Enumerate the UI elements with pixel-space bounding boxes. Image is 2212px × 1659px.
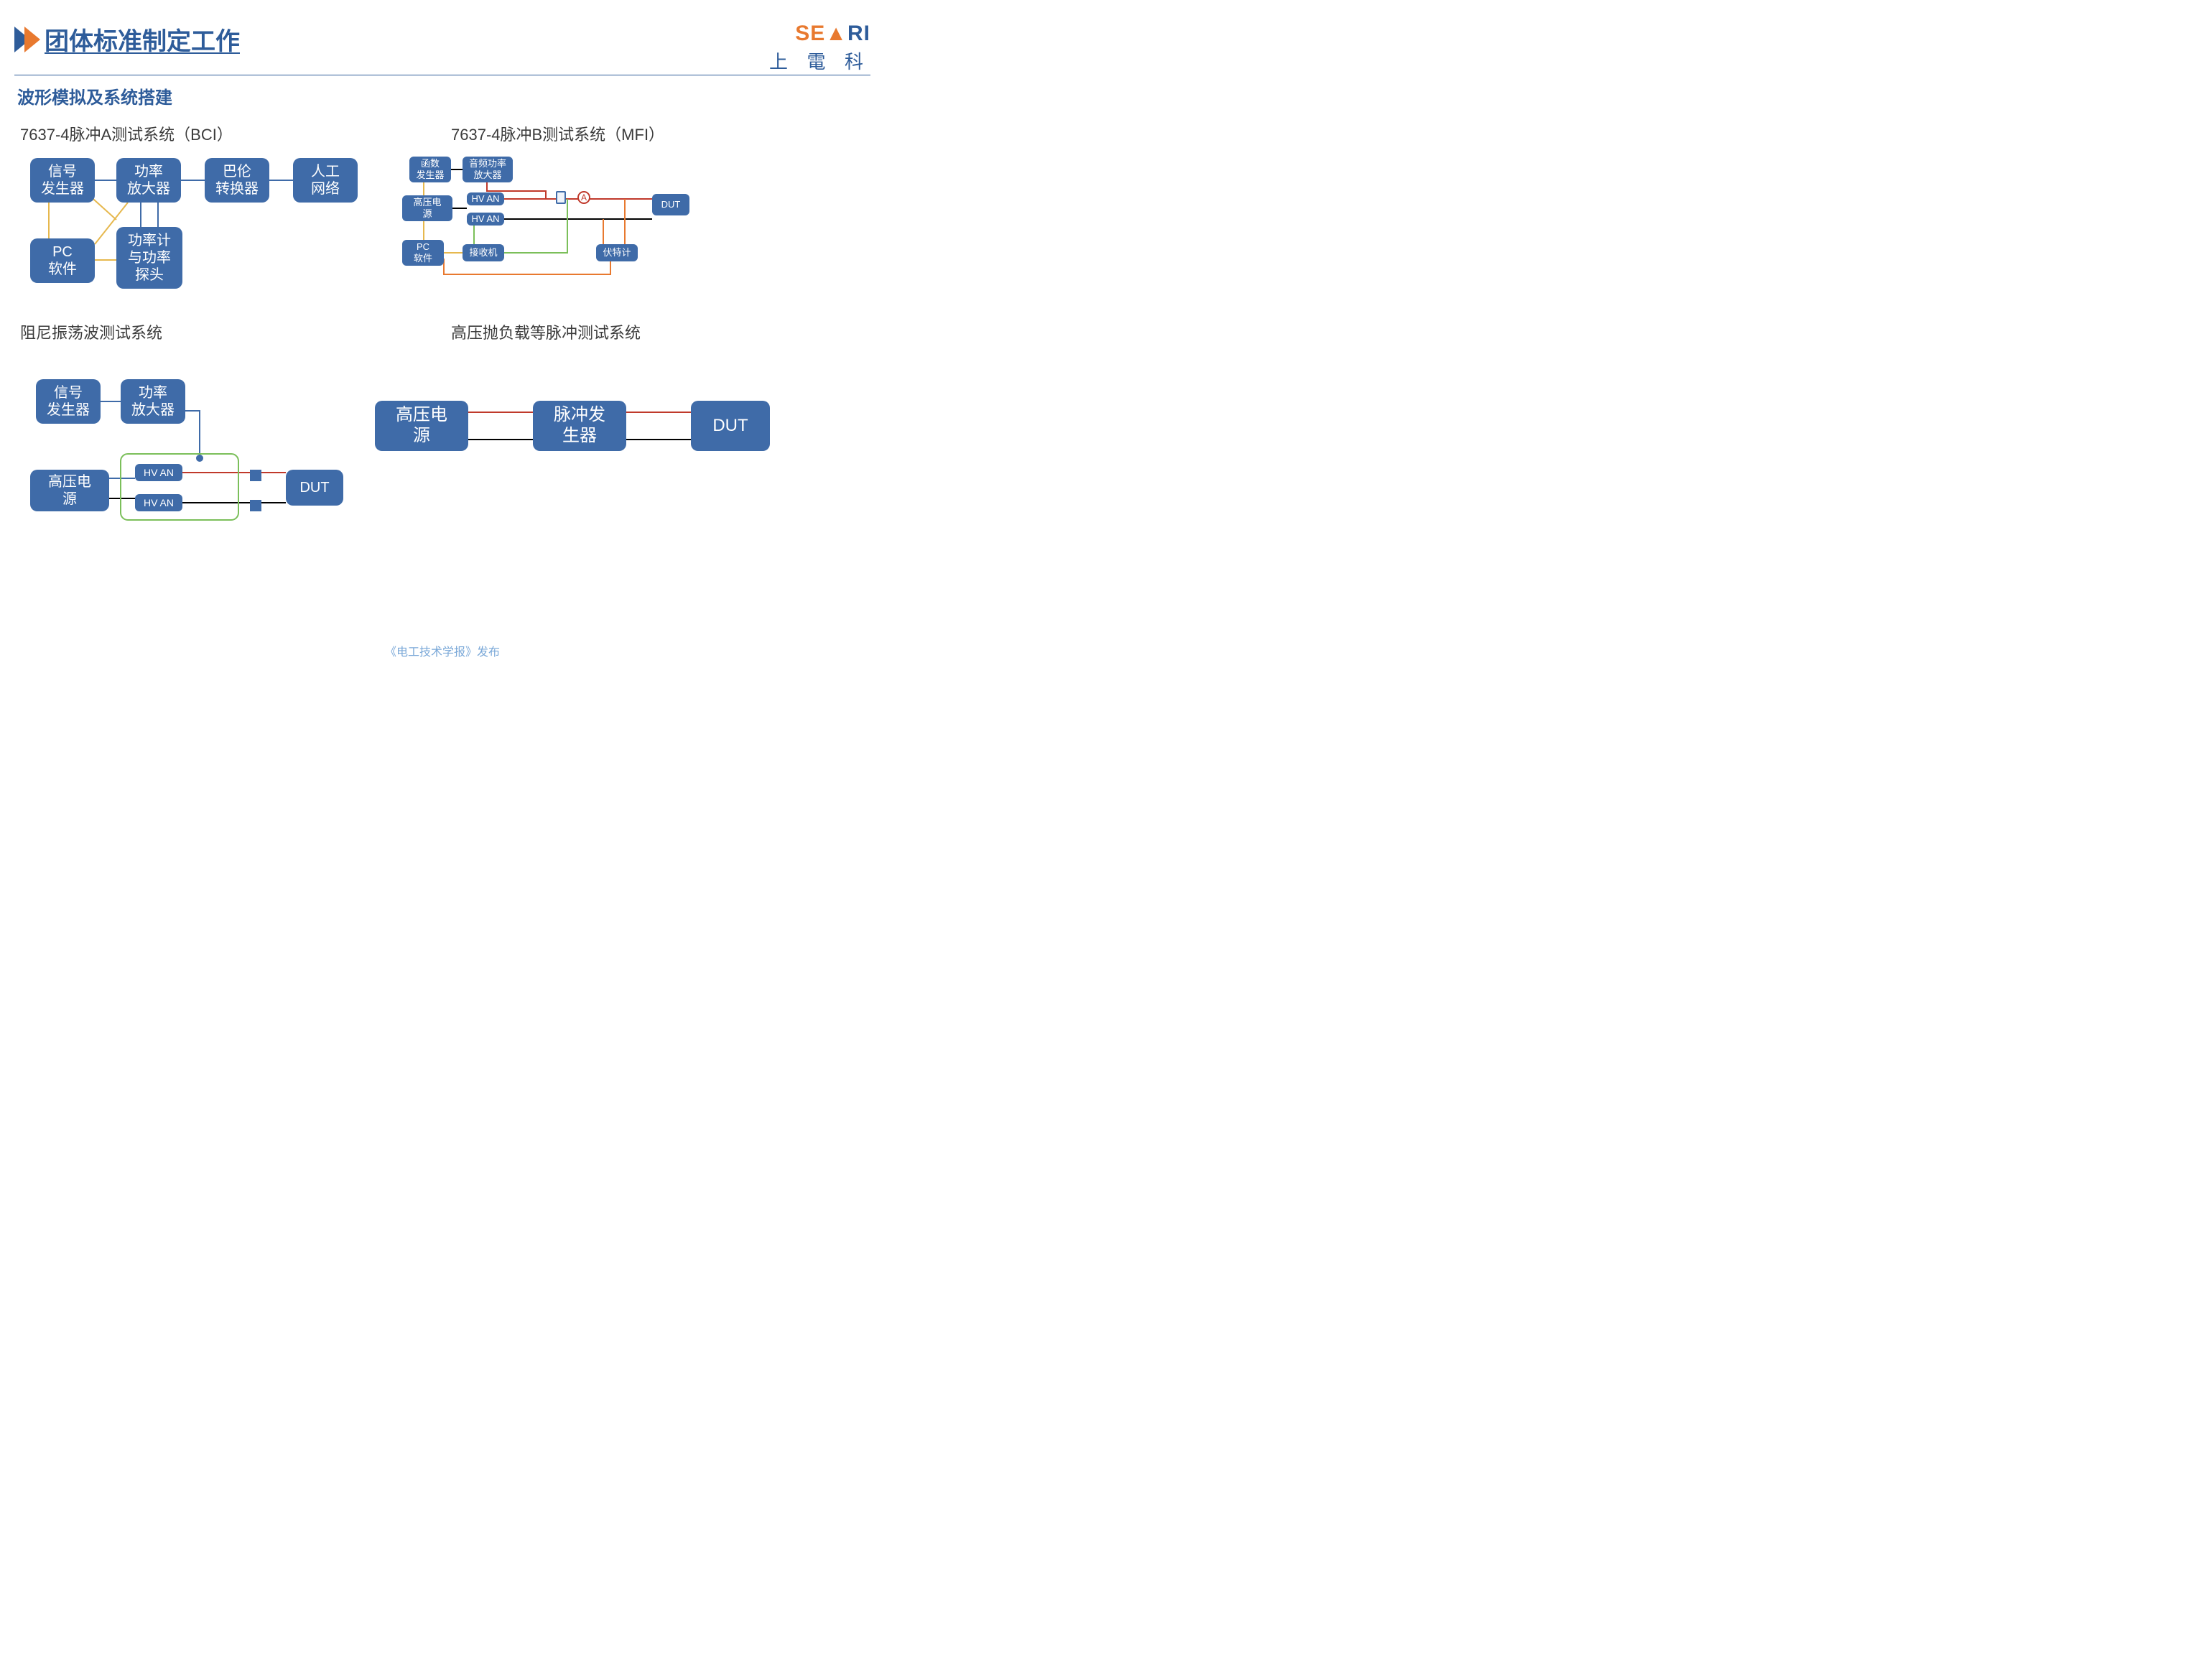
node-amp: 功率 放大器 <box>121 379 185 424</box>
node-hvan1: HV AN <box>467 192 504 205</box>
diagram-q4: 高压电 源 脉冲发 生器 DUT <box>375 388 806 467</box>
chevron-icon <box>14 27 40 52</box>
diagram-q2: 函数 发生器音频功率 放大器高压电 源 HV AN HV AN DUT PC 软件 接收机… <box>388 151 747 302</box>
node-dut: DUT <box>652 194 689 215</box>
ammeter-icon: A <box>577 191 590 204</box>
q1-title: 7637-4脉冲A测试系统（BCI） <box>20 122 233 145</box>
node-sig_gen: 信号 发生器 <box>30 158 95 203</box>
node-hvan2: HV AN <box>467 213 504 226</box>
node-dut: DUT <box>286 470 343 506</box>
node-pc: PC 软件 <box>402 240 444 266</box>
node-amp: 功率 放大器 <box>116 158 181 203</box>
diagram-q3: 信号 发生器功率 放大器高压电 源 HV AN HV AN DUT <box>20 358 394 530</box>
sub-logo: 上 電 科 <box>769 47 870 74</box>
page-title: 团体标准制定工作 <box>45 22 240 57</box>
coupler-icon <box>556 191 566 204</box>
node-volt: 伏特计 <box>596 244 638 261</box>
seari-logo: SE▲RI <box>769 22 870 46</box>
diagram-q1: 信号 发生器功率 放大器巴伦 转换器人工 网络 PC 软件功率计 与功率 探头 <box>20 151 394 302</box>
q4-title: 高压抛负载等脉冲测试系统 <box>451 320 641 343</box>
logo-block: SE▲RI 上 電 科 <box>769 22 870 74</box>
probe-square <box>250 500 261 511</box>
header: 团体标准制定工作 SE▲RI 上 電 科 <box>14 22 870 74</box>
title-row: 团体标准制定工作 <box>14 22 240 57</box>
node-hvan1: HV AN <box>135 464 182 481</box>
node-pc: PC 软件 <box>30 238 95 283</box>
node-pulse: 脉冲发 生器 <box>533 401 626 451</box>
footer-text: 《电工技术学报》发布 <box>385 642 500 659</box>
node-hvps: 高压电 源 <box>402 195 452 221</box>
node-hvps: 高压电 源 <box>30 470 109 511</box>
subtitle: 波形模拟及系统搭建 <box>17 83 172 108</box>
node-an: 人工 网络 <box>293 158 358 203</box>
node-balun: 巴伦 转换器 <box>205 158 269 203</box>
node-fn_gen: 函数 发生器 <box>409 157 451 182</box>
probe-square <box>250 470 261 481</box>
node-sig_gen: 信号 发生器 <box>36 379 101 424</box>
node-af_amp: 音频功率 放大器 <box>463 157 513 182</box>
node-pm: 功率计 与功率 探头 <box>116 227 182 289</box>
node-dut: DUT <box>691 401 770 451</box>
node-rx: 接收机 <box>463 244 504 261</box>
q2-title: 7637-4脉冲B测试系统（MFI） <box>451 122 664 145</box>
q3-title: 阻尼振荡波测试系统 <box>20 320 162 343</box>
node-hvan2: HV AN <box>135 494 182 511</box>
node-hvps: 高压电 源 <box>375 401 468 451</box>
